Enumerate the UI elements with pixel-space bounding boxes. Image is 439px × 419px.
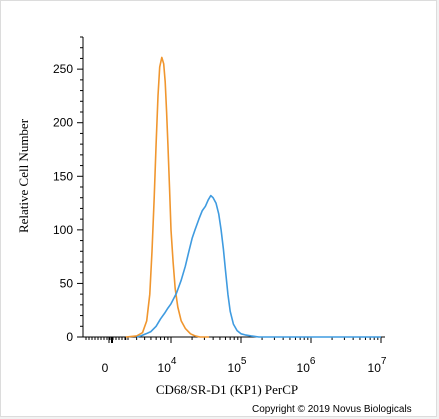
- x-tick-label: 106: [297, 356, 316, 375]
- y-tick-label: 200: [53, 116, 73, 130]
- y-tick-label: 250: [53, 62, 73, 76]
- copyright-notice: Copyright © 2019 Novus Biologicals: [252, 404, 412, 415]
- y-tick-label: 100: [53, 223, 73, 237]
- y-tick-label: 0: [66, 330, 73, 344]
- x-tick-label: 104: [158, 356, 177, 375]
- series-layer: [125, 56, 381, 338]
- x-axis-title: CD68/SR-D1 (KP1) PerCP: [156, 382, 298, 397]
- y-tick-label: 150: [53, 169, 73, 183]
- y-axis: 0 50 100 150 200 250: [53, 36, 84, 344]
- y-axis-title: Relative Cell Number: [16, 118, 31, 233]
- x-zero-marker: [111, 337, 113, 343]
- y-tick-label: 50: [60, 276, 74, 290]
- x-tick-label: 105: [228, 356, 247, 375]
- x-tick-label: 0: [102, 361, 109, 375]
- x-axis: 0 104 105 106 107: [83, 336, 387, 375]
- x-tick-label: 107: [368, 356, 387, 375]
- histogram-series-2: [136, 194, 381, 338]
- histogram-series-1: [125, 56, 210, 338]
- histogram-chart: 0 50 100 150 200 250 0 104 105 106 107 Relative C…: [16, 36, 387, 397]
